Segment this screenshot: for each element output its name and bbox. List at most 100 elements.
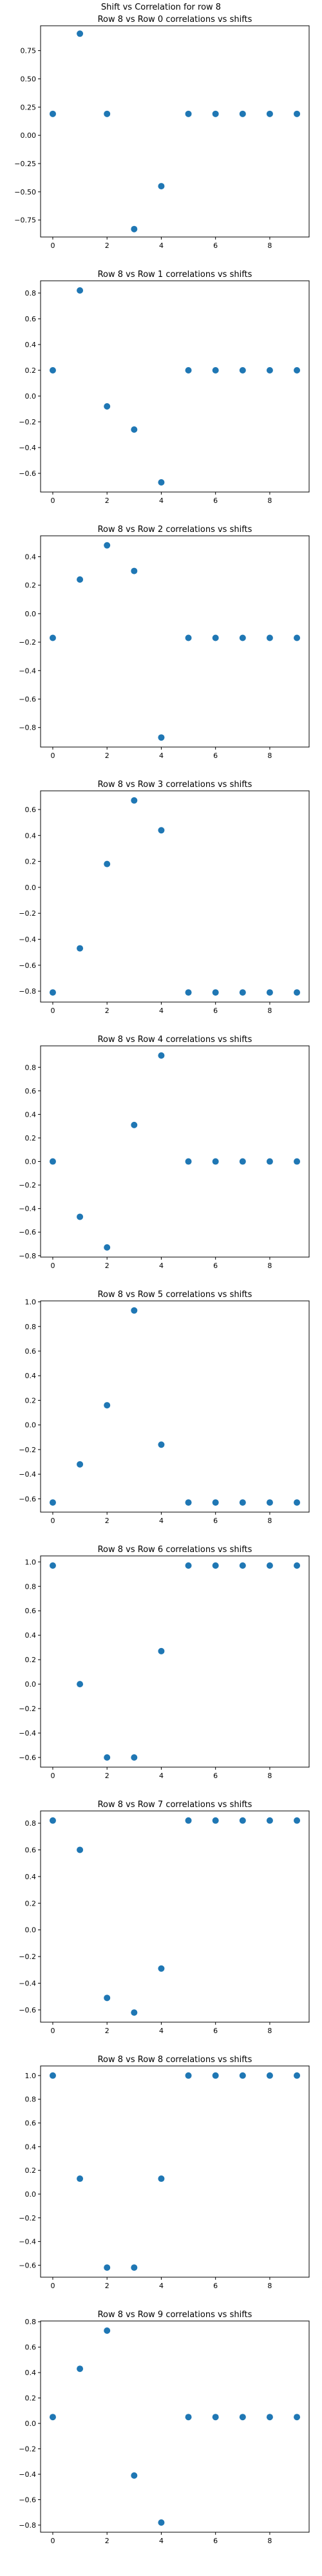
data-point [212,1562,219,1569]
axes-frame [40,1300,310,1513]
y-tick-label: −0.2 [19,418,36,426]
x-tick-label: 2 [105,1517,109,1525]
axes-frame [40,1555,310,1768]
x-tick-label: 4 [159,497,164,505]
y-tick-label: 0.6 [25,2344,37,2352]
x-tick-label: 6 [213,1517,218,1525]
y-tick-label: −0.2 [19,2445,36,2454]
y-tick-label: 1.0 [25,2072,37,2080]
axes-frame [40,790,310,1003]
x-tick-label: 8 [267,1262,272,1270]
data-point [104,110,111,117]
x-tick-label: 2 [105,1007,109,1015]
data-point [212,1158,219,1165]
data-point [185,1499,192,1506]
data-point [185,2414,192,2421]
y-tick-label: 0.2 [25,1396,37,1405]
y-tick-label: 0.8 [25,2096,37,2104]
data-point [49,367,56,374]
x-tick-label: 0 [50,2282,55,2290]
y-tick-label: 0.4 [25,2143,37,2151]
data-point [131,2472,138,2479]
data-point [49,1499,56,1506]
data-point [239,1817,246,1824]
y-tick-label: 0.2 [25,582,37,590]
y-tick-label: 0.6 [25,1607,37,1615]
y-tick-label: −0.8 [19,2521,36,2530]
x-tick-label: 0 [50,2027,55,2035]
y-tick-label: 0.4 [25,1631,37,1640]
x-tick-label: 6 [213,2537,218,2545]
y-tick-label: 0.0 [25,1158,37,1166]
data-point [49,2072,56,2079]
data-point [158,1965,165,1972]
data-point [294,110,301,117]
y-tick-label: 0.6 [25,1846,37,1854]
data-point [185,1817,192,1824]
data-point [158,1441,165,1448]
y-tick-label: 0.2 [25,2394,37,2403]
y-tick-label: 0.4 [25,1873,37,1881]
data-point [239,989,246,996]
data-point [266,1499,273,1506]
data-point [185,2072,192,2079]
y-tick-label: −0.6 [19,2006,36,2014]
y-tick-label: 0.25 [21,103,37,111]
data-point [185,1562,192,1569]
data-point [212,110,219,117]
data-point [239,110,246,117]
y-tick-label: 0.2 [25,1656,37,1664]
x-tick-label: 2 [105,752,109,760]
y-tick-label: −0.4 [19,1205,36,1213]
data-point [77,1846,84,1853]
data-point [131,2264,138,2271]
data-point [239,1158,246,1165]
data-point [266,2414,273,2421]
data-point [294,1562,301,1569]
axes-frame [40,1045,310,1258]
data-point [104,1994,111,2002]
data-point [77,945,84,952]
data-point [104,1402,111,1409]
subplot-0: Row 8 vs Row 0 correlations vs shifts 0 2 4… [14,15,310,250]
y-tick-label: −0.2 [19,1705,36,1713]
data-point [131,1754,138,1761]
data-point [239,1499,246,1506]
data-point [212,1499,219,1506]
y-tick-label: 0.0 [25,610,37,618]
data-point [158,827,165,834]
subplot-3: Row 8 vs Row 3 correlations vs shifts 0 2 4… [19,780,310,1015]
y-tick-label: 0.2 [25,1899,37,1908]
data-point [104,860,111,867]
y-tick-label: −0.6 [19,696,36,704]
y-tick-label: −0.8 [19,987,36,996]
subplot-8: Row 8 vs Row 8 correlations vs shifts 0 2 4… [19,2055,310,2290]
x-tick-label: 6 [213,497,218,505]
data-point [294,2072,301,2079]
x-tick-label: 2 [105,497,109,505]
axes-frame [40,2065,310,2278]
data-point [77,1461,84,1468]
axes-frame [40,25,310,238]
data-point [77,1681,84,1688]
y-tick-label: 0.0 [25,2420,37,2428]
y-tick-label: 0.0 [25,1926,37,1935]
y-tick-label: 0.75 [21,47,37,55]
y-tick-label: −0.2 [19,638,36,647]
data-point [49,110,56,117]
y-tick-label: −0.4 [19,935,36,943]
data-point [131,797,138,804]
x-tick-label: 0 [50,2537,55,2545]
y-tick-label: 0.4 [25,1372,37,1380]
data-point [77,576,84,583]
y-tick-label: −0.4 [19,1470,36,1479]
x-tick-label: 2 [105,2537,109,2545]
x-tick-label: 0 [50,1517,55,1525]
y-tick-label: −0.6 [19,1754,36,1762]
subplot-title: Row 8 vs Row 8 correlations vs shifts [98,2055,252,2065]
data-point [266,634,273,641]
subplot-7: Row 8 vs Row 7 correlations vs shifts 0 2 4… [19,1800,310,2035]
data-point [158,2175,165,2183]
axes-frame [40,280,310,493]
data-point [239,2072,246,2079]
